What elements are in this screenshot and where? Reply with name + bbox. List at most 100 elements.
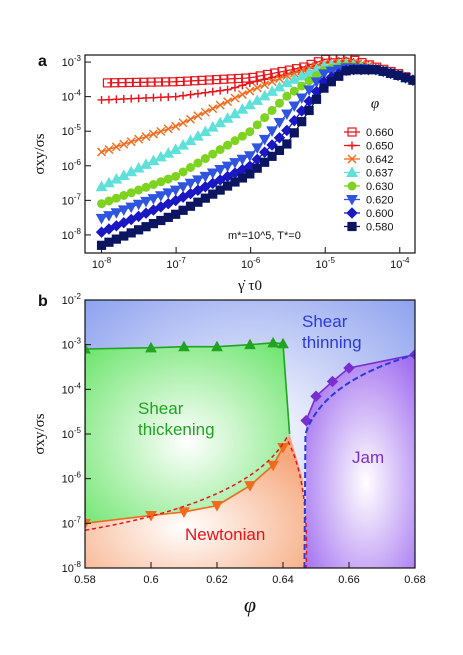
data-point-0.580 bbox=[282, 139, 292, 149]
data-point-0.580 bbox=[408, 75, 415, 85]
data-point-0.650 bbox=[179, 91, 188, 100]
data-point-0.642 bbox=[274, 74, 284, 84]
data-point-0.620 bbox=[318, 69, 330, 80]
data-point-0.580 bbox=[119, 231, 129, 241]
data-point-0.620 bbox=[140, 196, 152, 208]
x-axis-label-b: φ bbox=[244, 592, 256, 617]
data-point-0.620 bbox=[273, 117, 286, 129]
y-tick-label-b: 10-4 bbox=[62, 381, 82, 396]
data-point-0.660 bbox=[219, 74, 229, 84]
data-point-0.620 bbox=[303, 85, 315, 96]
data-point-0.620 bbox=[229, 158, 241, 169]
series-b-jam bbox=[300, 348, 415, 427]
data-point-0.580 bbox=[260, 157, 270, 167]
x-tick-label-a: 10-4 bbox=[390, 256, 410, 271]
data-point-0.650 bbox=[268, 73, 277, 82]
series-a-0.580 bbox=[96, 65, 415, 250]
y-tick-label-b: 10-2 bbox=[62, 292, 82, 307]
region-label-shear-thickening: Shear bbox=[138, 399, 184, 418]
data-point-0.620 bbox=[125, 202, 138, 214]
x-tick-label-b: 0.64 bbox=[272, 574, 293, 586]
data-point-0.650 bbox=[156, 93, 165, 102]
data-point-0.630 bbox=[186, 162, 196, 172]
legend-label-0.637: 0.637 bbox=[366, 168, 394, 180]
legend-label-0.620: 0.620 bbox=[366, 195, 394, 207]
legend-label-0.600: 0.600 bbox=[366, 208, 394, 220]
data-point-0.620 bbox=[162, 188, 175, 199]
data-point-0.642 bbox=[141, 132, 151, 142]
data-point-0.660 bbox=[110, 78, 120, 88]
data-point-lower bbox=[178, 507, 190, 518]
data-point-0.630 bbox=[237, 131, 247, 141]
data-point-0.600 bbox=[169, 194, 182, 207]
data-point-0.620 bbox=[177, 182, 189, 193]
x-tick-label-a: 10-5 bbox=[316, 256, 336, 271]
data-point-0.630 bbox=[148, 180, 158, 190]
data-point-0.642 bbox=[267, 77, 277, 87]
data-point-0.660 bbox=[182, 76, 193, 86]
data-point-0.620 bbox=[103, 211, 115, 222]
y-tick-label-a: 10-7 bbox=[62, 192, 82, 207]
region-label-shear-thinning: Shear bbox=[302, 312, 348, 331]
data-point-0.642 bbox=[208, 104, 218, 114]
y-tick-label-b: 10-7 bbox=[62, 515, 82, 530]
data-point-upper bbox=[211, 340, 223, 352]
panel-a-frame bbox=[84, 54, 416, 254]
y-tick-label-b: 10-5 bbox=[62, 426, 82, 441]
y-tick-label-a: 10-8 bbox=[62, 227, 82, 242]
data-point-0.600 bbox=[199, 181, 212, 193]
data-point-0.642 bbox=[171, 121, 181, 131]
data-point-0.580 bbox=[163, 212, 173, 222]
data-point-0.630 bbox=[267, 105, 277, 115]
data-point-0.580 bbox=[393, 70, 403, 80]
data-point-0.660 bbox=[190, 76, 200, 86]
data-point-0.630 bbox=[230, 136, 240, 146]
data-point-0.600 bbox=[273, 132, 286, 144]
legend-marker-0.660 bbox=[347, 127, 357, 137]
data-point-0.642 bbox=[237, 89, 247, 99]
data-point-0.620 bbox=[288, 101, 301, 113]
data-point-0.580 bbox=[341, 66, 351, 76]
data-point-upper bbox=[244, 338, 256, 350]
data-point-0.650 bbox=[97, 95, 106, 104]
panel-label-b: b bbox=[38, 293, 48, 310]
data-point-0.660 bbox=[168, 77, 178, 87]
data-point-0.620 bbox=[154, 191, 167, 202]
y-tick-label-a: 10-6 bbox=[62, 158, 82, 173]
data-point-0.650 bbox=[208, 87, 217, 96]
fit-dashed-jam bbox=[303, 353, 415, 568]
data-point-0.620 bbox=[243, 151, 256, 162]
data-point-0.620 bbox=[199, 171, 212, 183]
y-tick-label-a: 10-4 bbox=[62, 89, 82, 104]
data-point-0.580 bbox=[126, 228, 136, 238]
data-point-0.580 bbox=[208, 189, 218, 199]
data-point-0.580 bbox=[222, 181, 233, 191]
data-point-0.620 bbox=[184, 178, 197, 190]
data-point-0.620 bbox=[251, 143, 264, 154]
data-point-0.620 bbox=[132, 199, 145, 211]
data-point-0.642 bbox=[282, 71, 292, 81]
data-point-0.630 bbox=[289, 86, 299, 96]
y-tick-label-b: 10-3 bbox=[62, 337, 82, 352]
data-point-0.580 bbox=[371, 65, 381, 75]
data-point-0.630 bbox=[260, 113, 270, 123]
legend-marker-0.630 bbox=[347, 181, 357, 191]
data-point-0.580 bbox=[252, 163, 262, 173]
data-point-0.580 bbox=[156, 215, 166, 226]
x-tick-label-b: 0.62 bbox=[206, 574, 227, 586]
data-point-0.620 bbox=[95, 213, 108, 225]
data-point-0.642 bbox=[186, 114, 195, 124]
data-point-0.580 bbox=[237, 173, 247, 183]
x-tick-label-b: 0.68 bbox=[404, 574, 425, 586]
legend-label-0.630: 0.630 bbox=[366, 181, 394, 193]
data-point-0.642 bbox=[97, 147, 107, 157]
data-point-0.630 bbox=[215, 145, 225, 155]
data-point-0.650 bbox=[134, 94, 143, 103]
data-point-jam bbox=[326, 375, 339, 388]
data-point-0.630 bbox=[193, 158, 203, 168]
y-tick-label-a: 10-5 bbox=[62, 123, 82, 138]
data-point-0.642 bbox=[260, 80, 270, 90]
region-label-shear-thinning: thinning bbox=[302, 333, 362, 352]
data-point-0.642 bbox=[163, 124, 173, 134]
data-point-0.580 bbox=[230, 177, 240, 187]
